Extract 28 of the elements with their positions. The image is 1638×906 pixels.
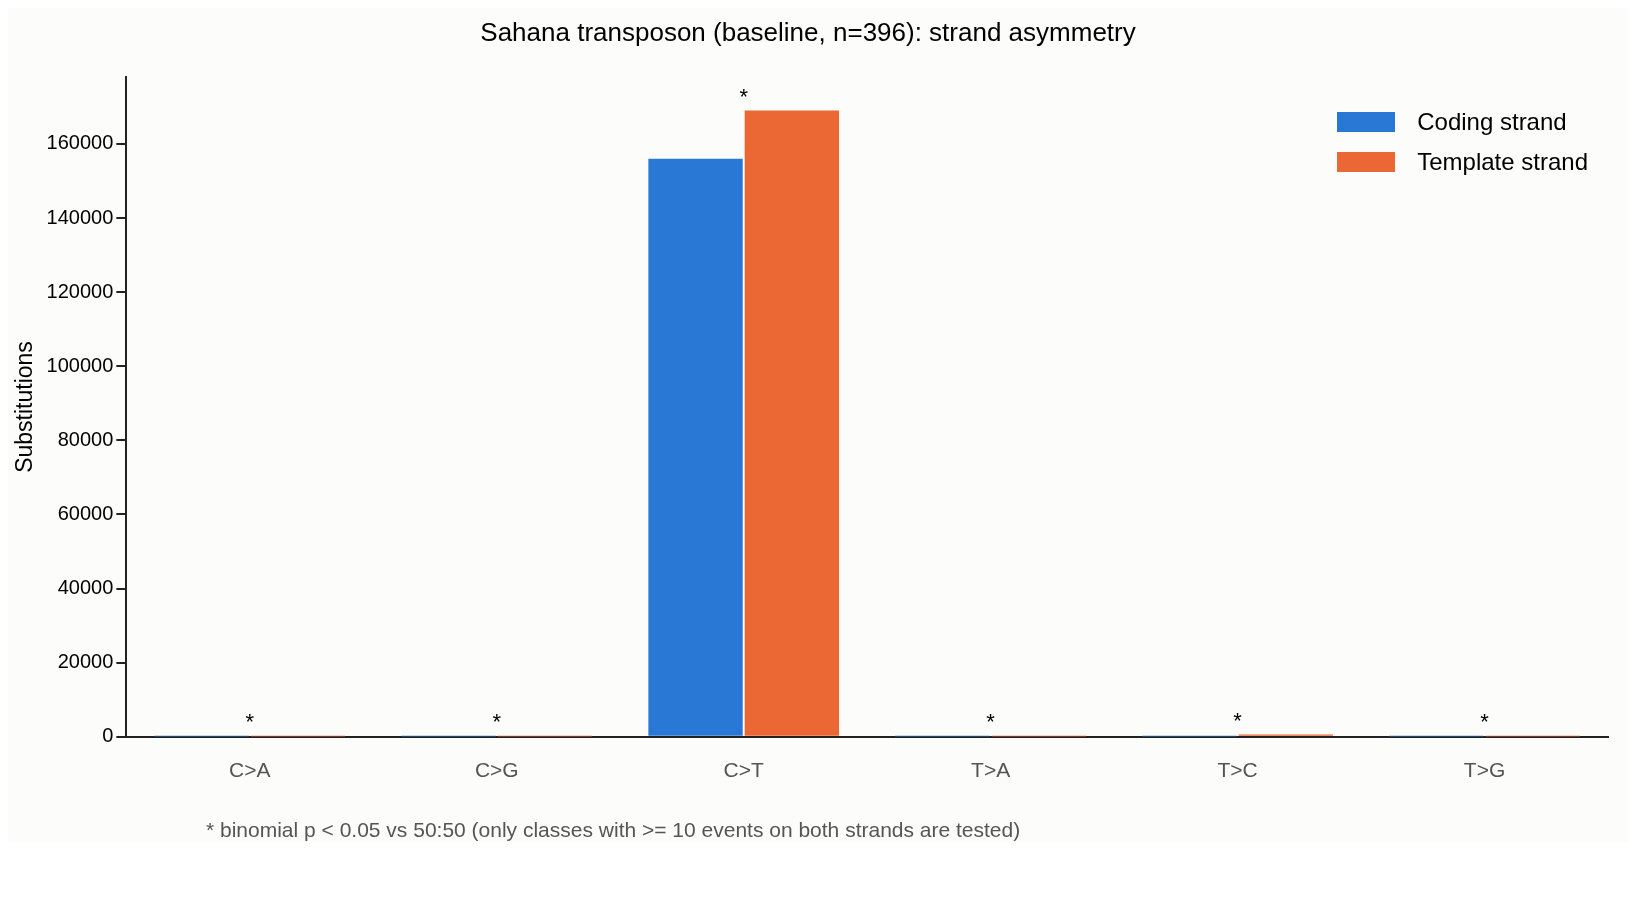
annotation: * [492, 709, 502, 735]
y-tick-label: 40000 [57, 576, 114, 599]
annotation: * [1233, 707, 1243, 733]
y-tick-label: 160000 [46, 131, 114, 154]
legend-label: Coding strand [1417, 108, 1567, 136]
annotation: * [245, 709, 255, 735]
bar [744, 110, 840, 736]
y-tick-label: 80000 [57, 427, 114, 450]
x-tick-label: T>A [971, 758, 1011, 782]
x-tick-label: C>A [229, 758, 271, 782]
x-tick-label: C>T [723, 758, 764, 782]
y-tick-label: 100000 [46, 353, 114, 376]
bar [648, 158, 743, 736]
x-tick-label: C>G [474, 758, 519, 782]
y-tick-label: 120000 [46, 279, 114, 302]
annotation: * [739, 83, 749, 109]
annotation: * [986, 709, 996, 735]
x-tick-label: T>C [1217, 758, 1258, 782]
y-tick-label: 0 [102, 724, 114, 747]
chart-title: Sahana transposon (baseline, n=396): strand asymmetry [480, 16, 1136, 47]
y-axis-title: Substitutions [11, 341, 38, 473]
annotation: * [1480, 709, 1490, 735]
text: * binomial p < 0.05 vs 50:50 (only classes with >= 10 events on both strands are tested) [206, 818, 1022, 842]
y-tick-label: 20000 [57, 650, 114, 673]
y-tick-label: 140000 [46, 205, 114, 228]
legend-label: Template strand [1417, 148, 1588, 176]
y-tick-label: 60000 [57, 501, 114, 524]
x-tick-label: T>G [1463, 758, 1506, 782]
